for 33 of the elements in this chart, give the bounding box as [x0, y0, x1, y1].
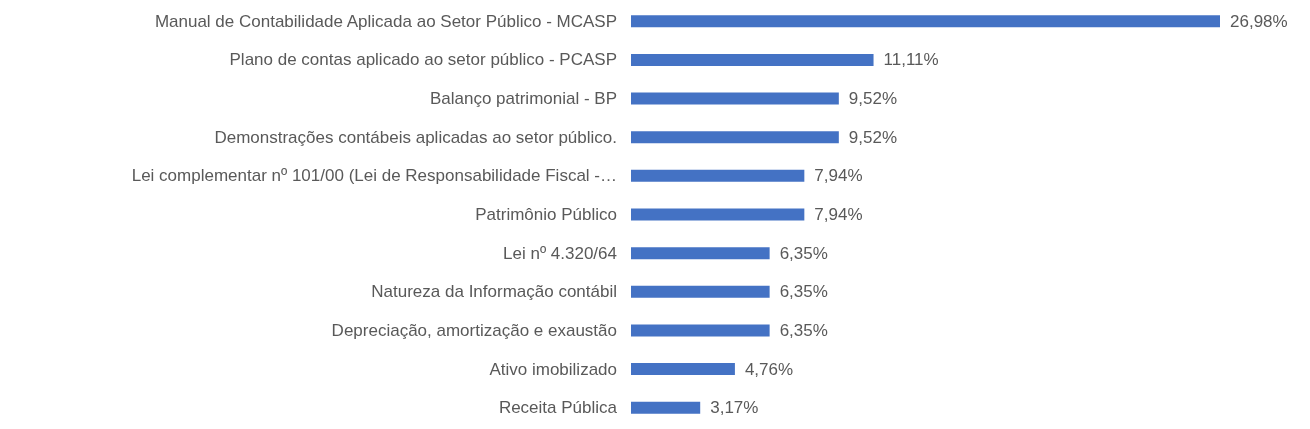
- y-tick-label: Patrimônio Público: [475, 205, 617, 224]
- bar: [631, 285, 770, 298]
- y-tick-label: Plano de contas aplicado ao setor público - PCASP: [229, 50, 617, 70]
- data-label: 9,52%: [848, 127, 898, 147]
- bar: [631, 363, 735, 376]
- data-label: 6,35%: [779, 243, 828, 263]
- bar: [631, 169, 805, 182]
- bar: [631, 208, 805, 221]
- data-label: 3,17%: [710, 398, 759, 418]
- data-label: 9,52%: [848, 89, 898, 109]
- bar: [631, 15, 1220, 28]
- data-label: 11,11%: [883, 50, 939, 70]
- y-tick-label: Ativo imobilizado: [489, 359, 617, 379]
- y-tick-label: Demonstrações contábeis aplicadas ao setor público.: [214, 127, 617, 147]
- bar: [631, 247, 770, 260]
- data-label: 6,35%: [779, 282, 828, 302]
- data-label: 7,94%: [814, 205, 863, 224]
- data-label: 26,98%: [1230, 11, 1288, 31]
- data-label: 7,94%: [814, 166, 863, 186]
- y-tick-label: Balanço patrimonial - BP: [429, 89, 617, 109]
- bar: [631, 401, 701, 414]
- data-label: 4,76%: [744, 359, 794, 379]
- y-tick-label: Depreciação, amortização e exaustão: [331, 320, 617, 340]
- bar: [631, 92, 839, 105]
- bar: [631, 324, 770, 337]
- data-label: 6,35%: [779, 320, 828, 340]
- y-tick-label: Receita Pública: [498, 398, 618, 418]
- y-tick-label: Natureza da Informação contábil: [371, 282, 617, 302]
- bar: [631, 53, 874, 66]
- y-tick-label: Lei nº 4.320/64: [503, 243, 617, 263]
- bar: [631, 131, 839, 144]
- y-tick-label: Manual de Contabilidade Aplicada ao Setor Público - MCASP: [154, 11, 617, 31]
- y-tick-label: Lei complementar nº 101/00 (Lei de Responsabilidade Fiscal -…: [131, 166, 617, 186]
